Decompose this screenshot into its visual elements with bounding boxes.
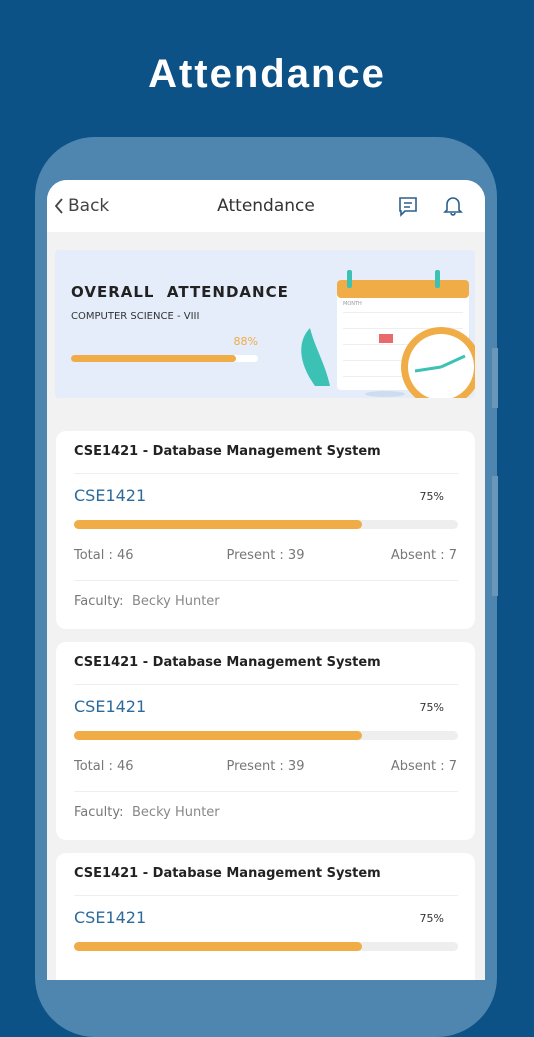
present: Present : 39 xyxy=(226,759,305,774)
divider xyxy=(74,473,458,474)
card-title: CSE1421 - Database Management System xyxy=(74,866,381,881)
back-button[interactable]: Back xyxy=(68,196,110,216)
faculty-name: Becky Hunter xyxy=(132,594,220,609)
course-code: CSE1421 xyxy=(74,908,147,927)
course-percent: 75% xyxy=(419,701,444,714)
screen: Back Attendance OVERALL ATTENDANCE COMPU… xyxy=(47,180,485,980)
divider xyxy=(74,791,458,792)
page: Attendance Back Attendance OVERALL ATTEN… xyxy=(35,52,498,1037)
app-bar: Back Attendance xyxy=(47,180,485,232)
absent: Absent : 7 xyxy=(390,759,457,774)
divider xyxy=(74,580,458,581)
faculty-label: Faculty: xyxy=(74,805,124,820)
faculty-label: Faculty: xyxy=(74,594,124,609)
faculty-name: Becky Hunter xyxy=(132,805,220,820)
attendance-card[interactable]: CSE1421 - Database Management System CSE1… xyxy=(56,853,475,980)
overall-track xyxy=(71,355,258,362)
app-bar-title: Attendance xyxy=(217,196,315,216)
overall-percent: 88% xyxy=(233,335,258,348)
attendance-card[interactable]: CSE1421 - Database Management System CSE1… xyxy=(56,431,475,629)
overall-card: OVERALL ATTENDANCE COMPUTER SCIENCE - VI… xyxy=(55,250,475,398)
progress-fill xyxy=(74,731,362,740)
total: Total : 46 xyxy=(74,759,134,774)
page-title: Attendance xyxy=(148,52,386,96)
attendance-card[interactable]: CSE1421 - Database Management System CSE1… xyxy=(56,642,475,840)
phone-button xyxy=(492,476,498,596)
card-title: CSE1421 - Database Management System xyxy=(74,444,381,459)
card-title: CSE1421 - Database Management System xyxy=(74,655,381,670)
progress-track xyxy=(74,942,458,951)
course-percent: 75% xyxy=(419,490,444,503)
course-code: CSE1421 xyxy=(74,697,147,716)
calendar-label: MONTH xyxy=(343,301,362,307)
course-percent: 75% xyxy=(419,912,444,925)
progress-track xyxy=(74,731,458,740)
phone-button xyxy=(492,348,498,408)
message-icon[interactable] xyxy=(397,195,419,217)
progress-track xyxy=(74,520,458,529)
overall-subtitle: COMPUTER SCIENCE - VIII xyxy=(71,311,200,322)
overall-progress-fill xyxy=(71,355,236,362)
calendar-illustration: MONTH xyxy=(301,270,475,398)
divider xyxy=(74,895,458,896)
bell-icon[interactable] xyxy=(443,194,463,216)
progress-fill xyxy=(74,942,362,951)
overall-title: OVERALL ATTENDANCE xyxy=(71,283,289,301)
absent: Absent : 7 xyxy=(390,548,457,563)
total: Total : 46 xyxy=(74,548,134,563)
divider xyxy=(74,684,458,685)
back-icon[interactable] xyxy=(53,197,65,215)
course-code: CSE1421 xyxy=(74,486,147,505)
progress-fill xyxy=(74,520,362,529)
present: Present : 39 xyxy=(226,548,305,563)
